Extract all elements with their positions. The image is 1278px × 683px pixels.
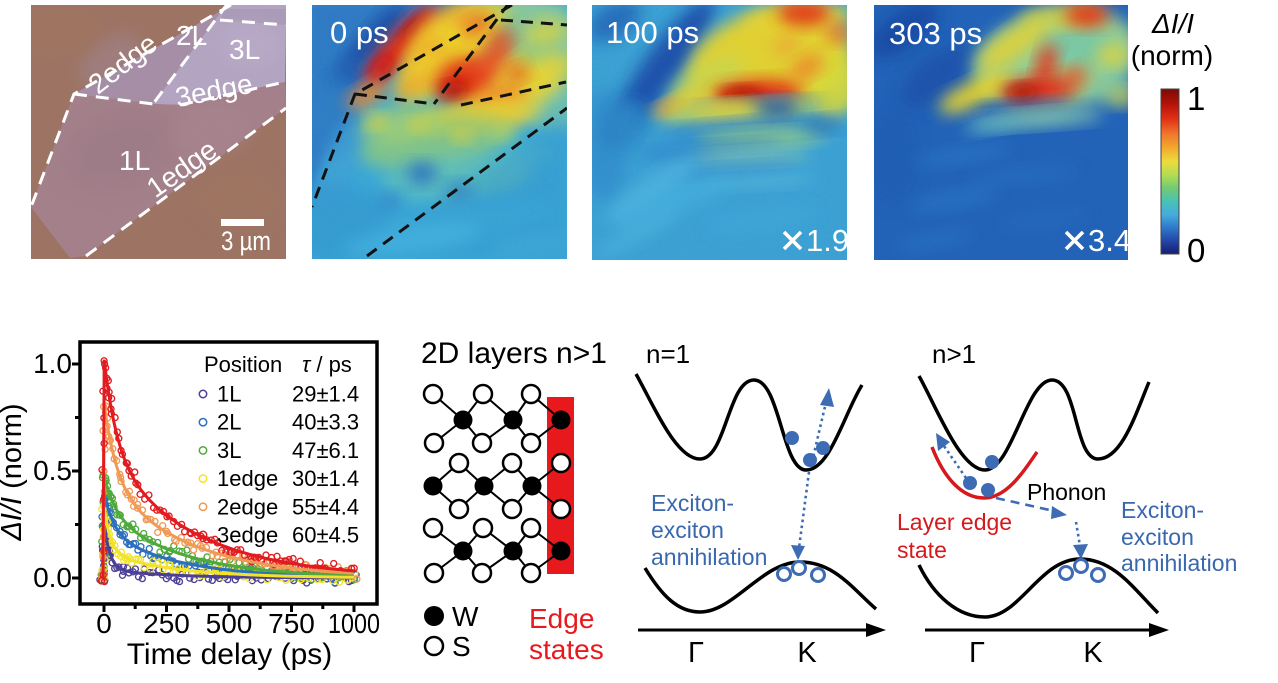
svg-text:60±4.5: 60±4.5	[292, 523, 359, 548]
svg-text:τ / ps: τ / ps	[302, 352, 352, 377]
svg-text:3edge: 3edge	[217, 523, 278, 548]
svg-text:1L: 1L	[119, 145, 150, 176]
svg-text:2edge: 2edge	[217, 494, 278, 519]
svg-text:Phonon: Phonon	[1027, 479, 1106, 505]
svg-text:Time delay (ps): Time delay (ps)	[127, 638, 333, 671]
svg-text:W: W	[452, 601, 479, 632]
svg-text:0: 0	[96, 608, 112, 639]
svg-text:annihilation: annihilation	[1121, 550, 1237, 576]
svg-text:Γ: Γ	[969, 637, 985, 669]
svg-text:303 ps: 303 ps	[889, 16, 982, 51]
svg-text:3 µm: 3 µm	[221, 226, 271, 256]
svg-text:29±1.4: 29±1.4	[292, 382, 359, 407]
svg-text:100 ps: 100 ps	[606, 15, 699, 50]
svg-text:250: 250	[143, 608, 190, 639]
svg-text:K: K	[797, 637, 817, 669]
svg-text:exciton: exciton	[651, 517, 724, 543]
svg-text:47±6.1: 47±6.1	[292, 438, 359, 463]
svg-text:1000: 1000	[328, 608, 380, 639]
svg-text:Edge: Edge	[529, 603, 594, 634]
svg-text:Exciton-: Exciton-	[651, 490, 734, 516]
svg-text:0.0: 0.0	[33, 562, 72, 593]
svg-text:1.9: 1.9	[806, 223, 849, 258]
svg-text:Position: Position	[204, 352, 282, 377]
svg-text:K: K	[1083, 637, 1103, 669]
svg-text:S: S	[452, 631, 471, 662]
svg-text:3L: 3L	[217, 438, 241, 463]
svg-text:1.0: 1.0	[33, 348, 72, 379]
svg-text:ΔI/I: ΔI/I	[1151, 8, 1194, 39]
svg-text:n=1: n=1	[646, 339, 690, 369]
svg-text:55±4.4: 55±4.4	[292, 494, 359, 519]
svg-text:40±3.3: 40±3.3	[292, 410, 359, 435]
svg-text:exciton: exciton	[1121, 524, 1194, 550]
svg-text:Layer edge: Layer edge	[897, 509, 1012, 535]
svg-text:annihilation: annihilation	[651, 544, 767, 570]
svg-text:n>1: n>1	[932, 339, 976, 369]
svg-text:(norm): (norm)	[1131, 40, 1213, 71]
svg-text:1: 1	[1187, 80, 1205, 117]
svg-text:0 ps: 0 ps	[330, 15, 389, 50]
svg-text:Exciton-: Exciton-	[1121, 497, 1204, 523]
svg-text:2D layers n>1: 2D layers n>1	[421, 337, 607, 370]
svg-text:Γ: Γ	[688, 637, 704, 669]
svg-text:500: 500	[206, 608, 253, 639]
svg-text:state: state	[897, 537, 947, 563]
svg-text:states: states	[529, 634, 604, 665]
svg-text:0.5: 0.5	[33, 455, 72, 486]
svg-text:750: 750	[268, 608, 315, 639]
svg-text:0: 0	[1187, 232, 1205, 269]
svg-text:3.4: 3.4	[1088, 223, 1131, 258]
svg-text:1L: 1L	[217, 382, 241, 407]
svg-text:2L: 2L	[176, 20, 207, 51]
svg-text:30±1.4: 30±1.4	[292, 466, 359, 491]
svg-text:1edge: 1edge	[217, 466, 278, 491]
svg-text:3L: 3L	[229, 34, 260, 65]
svg-text:ΔI/I (norm): ΔI/I (norm)	[0, 403, 28, 541]
svg-text:2L: 2L	[217, 410, 241, 435]
